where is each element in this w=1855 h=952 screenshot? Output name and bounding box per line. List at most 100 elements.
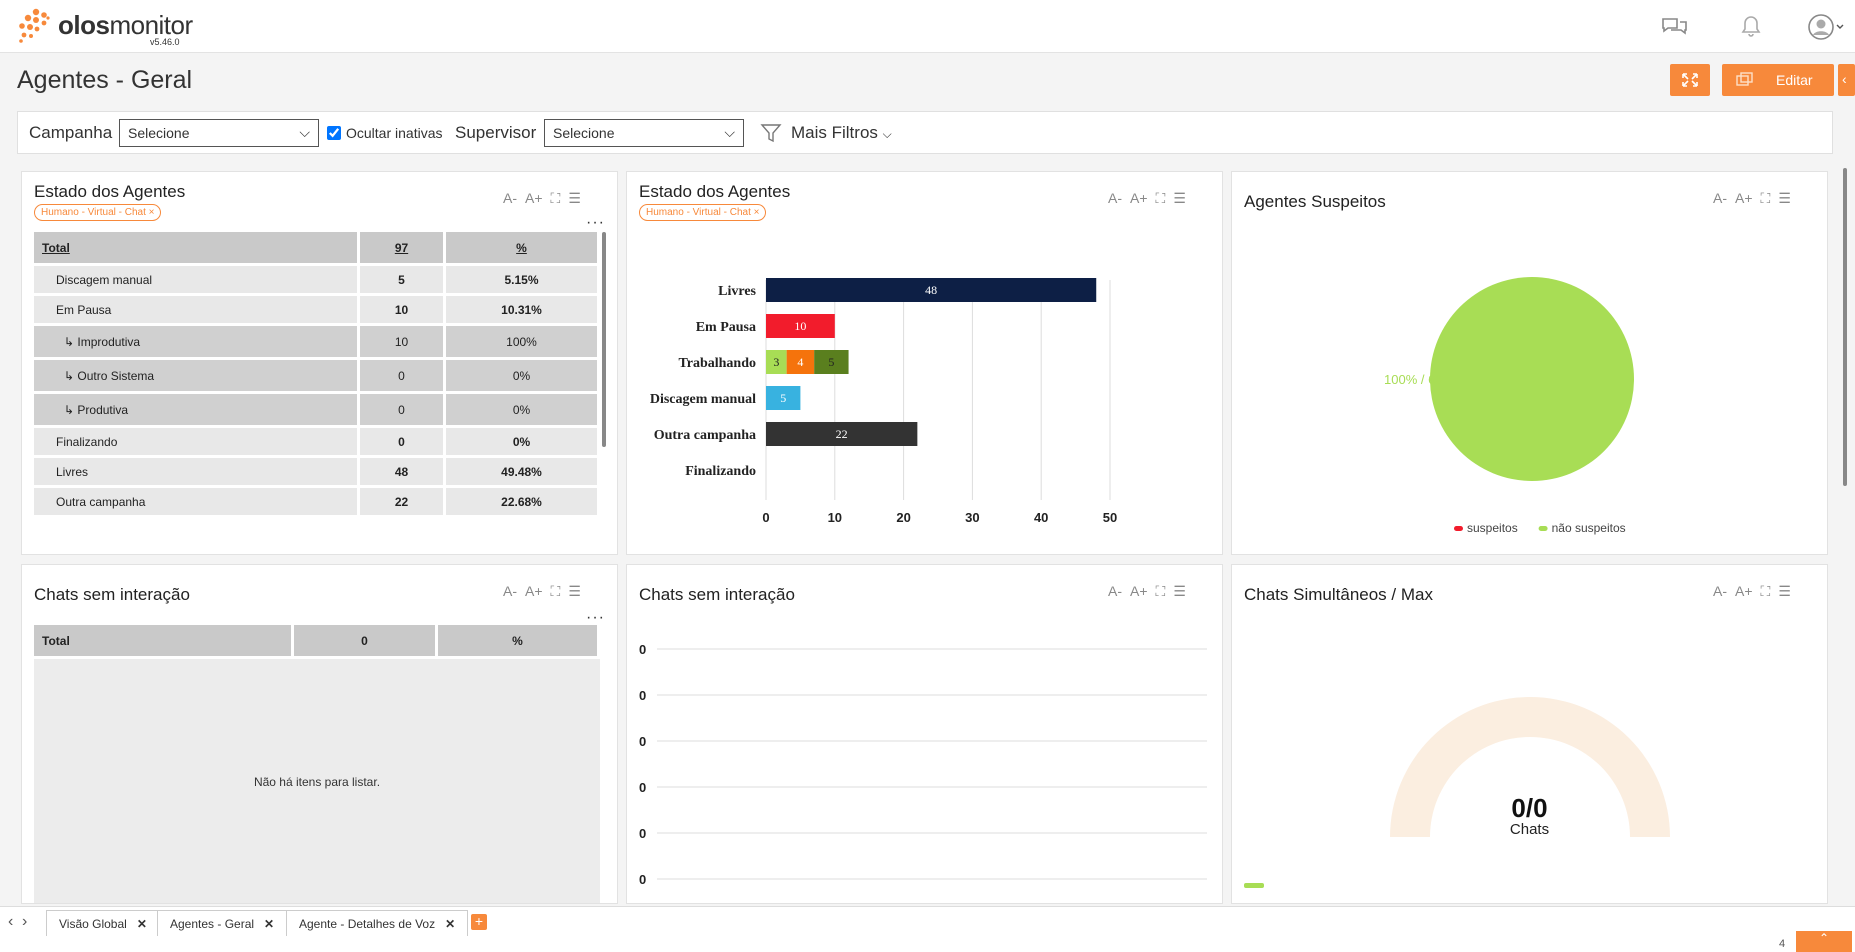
filter-tag[interactable]: Humano - Virtual - Chat × bbox=[34, 204, 162, 221]
maximize-icon[interactable]: ⛶ bbox=[1155, 190, 1166, 206]
bar-segment[interactable] bbox=[766, 422, 918, 446]
bar-segment[interactable] bbox=[766, 386, 801, 410]
more-filters-button[interactable]: Mais Filtros ⌵ bbox=[791, 123, 892, 142]
x-tick-label: 50 bbox=[1103, 510, 1117, 525]
table-header-count[interactable]: 97 bbox=[360, 232, 446, 266]
maximize-icon[interactable]: ⛶ bbox=[1760, 583, 1771, 599]
scroll-top-button[interactable]: ⌃ bbox=[1796, 931, 1852, 952]
chevron-left-icon: ‹ bbox=[1842, 71, 1847, 87]
add-tab-button[interactable]: + bbox=[471, 914, 487, 930]
filter-tag[interactable]: Humano - Virtual - Chat × bbox=[639, 204, 767, 221]
font-decrease-button[interactable]: A- bbox=[1108, 583, 1122, 599]
table-header-count[interactable]: 0 bbox=[294, 625, 438, 659]
chevron-right-icon[interactable]: › bbox=[22, 913, 28, 930]
fullscreen-button[interactable] bbox=[1670, 64, 1710, 96]
hide-inactive-checkbox[interactable] bbox=[327, 126, 341, 140]
font-increase-button[interactable]: A+ bbox=[1735, 583, 1753, 599]
table-row[interactable]: Livres 48 49.48% bbox=[34, 458, 600, 488]
bar-segment[interactable] bbox=[766, 314, 835, 338]
footer-bar: 4 ⌃ bbox=[0, 931, 1855, 952]
chevron-left-icon[interactable]: ‹ bbox=[8, 913, 14, 930]
app-header: olosmonitor v5.46.0 bbox=[0, 0, 1855, 53]
pie-slice[interactable] bbox=[1430, 277, 1634, 481]
font-decrease-button[interactable]: A- bbox=[1108, 190, 1122, 206]
maximize-icon[interactable]: ⛶ bbox=[1155, 583, 1166, 599]
supervisor-select[interactable]: Selecione ⌵ bbox=[544, 119, 744, 147]
font-increase-button[interactable]: A+ bbox=[525, 583, 543, 599]
settings-sliders-icon[interactable]: ☰ bbox=[568, 583, 581, 599]
maximize-icon[interactable]: ⛶ bbox=[550, 190, 561, 206]
close-icon[interactable]: ✕ bbox=[264, 917, 275, 931]
font-decrease-button[interactable]: A- bbox=[1713, 583, 1727, 599]
campaign-select[interactable]: Selecione ⌵ bbox=[119, 119, 319, 147]
close-icon[interactable]: ✕ bbox=[445, 917, 456, 931]
olos-logo-icon bbox=[19, 8, 50, 43]
panel-title: Estado dos Agentes bbox=[34, 182, 186, 201]
font-increase-button[interactable]: A+ bbox=[1735, 190, 1753, 206]
settings-sliders-icon[interactable]: ☰ bbox=[1173, 583, 1186, 599]
table-row[interactable]: Finalizando 0 0% bbox=[34, 428, 600, 458]
table-row[interactable]: Em Pausa 10 10.31% bbox=[34, 296, 600, 326]
font-increase-button[interactable]: A+ bbox=[525, 190, 543, 206]
supervisor-label: Supervisor bbox=[455, 123, 537, 142]
table-header-total[interactable]: Total bbox=[34, 232, 360, 266]
legend-marker bbox=[1538, 526, 1548, 531]
settings-sliders-icon[interactable]: ☰ bbox=[1778, 583, 1791, 599]
edit-button[interactable]: Editar bbox=[1722, 64, 1834, 96]
maximize-icon[interactable]: ⛶ bbox=[1760, 190, 1771, 206]
font-decrease-button[interactable]: A- bbox=[503, 583, 517, 599]
table-row[interactable]: ↳ Outro Sistema 0 0% bbox=[34, 360, 600, 394]
hide-inactive-label: Ocultar inativas bbox=[346, 125, 443, 141]
bar-segment[interactable] bbox=[786, 350, 815, 374]
bar-segment[interactable] bbox=[766, 278, 1097, 302]
estado-agentes-bar-chart: 0 10 20 30 40 50 Livres 48 Em Pausa 10 Trabalhando… bbox=[650, 278, 1117, 525]
maximize-icon[interactable]: ⛶ bbox=[550, 583, 561, 599]
x-tick-label: 20 bbox=[896, 510, 910, 525]
settings-sliders-icon[interactable]: ☰ bbox=[568, 190, 581, 206]
panel-tools: A- A+ ⛶ ☰ bbox=[1108, 190, 1194, 207]
font-increase-button[interactable]: A+ bbox=[1130, 583, 1148, 599]
collapse-sidebar-button[interactable]: ‹ bbox=[1838, 64, 1855, 96]
legend-label[interactable]: suspeitos bbox=[1467, 521, 1518, 535]
y-category-label: Outra campanha bbox=[654, 428, 756, 443]
table-row[interactable]: Discagem manual 5 5.15% bbox=[34, 266, 600, 296]
user-avatar-icon[interactable] bbox=[1807, 12, 1847, 42]
table-header-pct[interactable]: % bbox=[446, 232, 600, 266]
bar-data-label: 5 bbox=[780, 391, 786, 405]
close-icon[interactable]: ✕ bbox=[136, 917, 147, 931]
settings-sliders-icon[interactable]: ☰ bbox=[1778, 190, 1791, 206]
tab-visao-global[interactable]: Visão Global ✕ bbox=[46, 910, 160, 936]
settings-sliders-icon[interactable]: ☰ bbox=[1173, 190, 1186, 206]
y-category-label: Trabalhando bbox=[678, 356, 756, 371]
brand-name: olosmonitor bbox=[58, 10, 193, 40]
panel-tools: A- A+ ⛶ ☰ bbox=[503, 583, 589, 600]
chevron-down-icon: ⌵ bbox=[724, 124, 735, 140]
font-increase-button[interactable]: A+ bbox=[1130, 190, 1148, 206]
table-scrollbar[interactable] bbox=[602, 232, 606, 447]
bell-icon[interactable] bbox=[1736, 12, 1766, 42]
footer-count: 4 bbox=[1779, 938, 1786, 950]
chat-icon[interactable] bbox=[1659, 12, 1689, 42]
font-decrease-button[interactable]: A- bbox=[503, 190, 517, 206]
table-row[interactable]: ↳ Produtiva 0 0% bbox=[34, 394, 600, 428]
filter-icon bbox=[760, 124, 782, 143]
legend-label[interactable]: não suspeitos bbox=[1552, 521, 1626, 535]
more-options-icon[interactable]: ··· bbox=[586, 609, 605, 626]
panel-title: Estado dos Agentes bbox=[639, 182, 791, 201]
page-scrollbar[interactable] bbox=[1843, 168, 1847, 486]
chevron-down-icon: ⌵ bbox=[299, 124, 310, 140]
more-options-icon[interactable]: ··· bbox=[586, 214, 605, 231]
tab-agentes-geral[interactable]: Agentes - Geral ✕ bbox=[157, 910, 288, 936]
panel-title: Chats sem interação bbox=[34, 585, 190, 604]
font-decrease-button[interactable]: A- bbox=[1713, 190, 1727, 206]
table-row[interactable]: ↳ Improdutiva 10 100% bbox=[34, 326, 600, 360]
table-row[interactable]: Outra campanha 22 22.68% bbox=[34, 488, 600, 518]
table-header-pct[interactable]: % bbox=[438, 625, 600, 659]
chats-sem-interacao-chart-panel: Chats sem interação A- A+ ⛶ ☰ 0 0 0 0 0 0 bbox=[626, 564, 1223, 904]
bar-segment[interactable] bbox=[766, 350, 787, 374]
dashboard-tabs: ‹ › Visão Global ✕ Agentes - Geral ✕ Agent… bbox=[0, 906, 1855, 938]
table-header-total[interactable]: Total bbox=[34, 625, 294, 659]
tab-agente-detalhes-voz[interactable]: Agente - Detalhes de Voz ✕ bbox=[286, 910, 469, 936]
gauge-arc bbox=[1390, 697, 1670, 837]
bar-segment[interactable] bbox=[814, 350, 849, 374]
